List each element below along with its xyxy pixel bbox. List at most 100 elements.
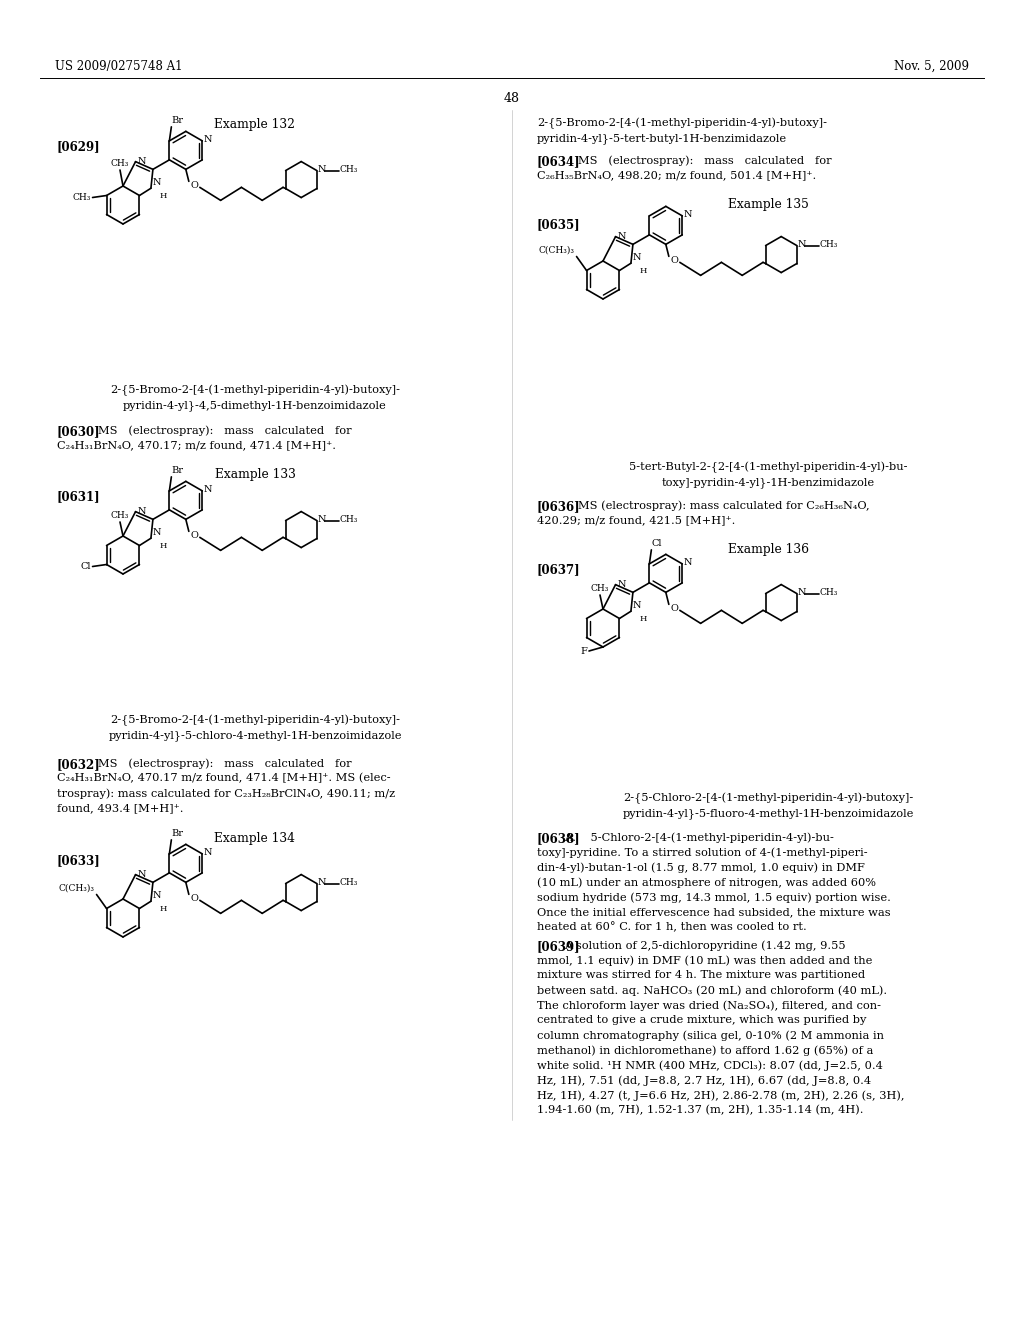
Text: CH₃: CH₃ — [111, 158, 129, 168]
Text: white solid. ¹H NMR (400 MHz, CDCl₃): 8.07 (dd, J=2.5, 0.4: white solid. ¹H NMR (400 MHz, CDCl₃): 8.… — [537, 1060, 883, 1071]
Text: pyridin-4-yl}-5-chloro-4-methyl-1H-benzoimidazole: pyridin-4-yl}-5-chloro-4-methyl-1H-benzo… — [109, 730, 401, 741]
Text: 1.94-1.60 (m, 7H), 1.52-1.37 (m, 2H), 1.35-1.14 (m, 4H).: 1.94-1.60 (m, 7H), 1.52-1.37 (m, 2H), 1.… — [537, 1105, 863, 1115]
Text: Br: Br — [171, 116, 183, 125]
Text: N: N — [683, 558, 692, 568]
Text: 420.29; m/z found, 421.5 [M+H]⁺.: 420.29; m/z found, 421.5 [M+H]⁺. — [537, 515, 735, 525]
Text: [0630]: [0630] — [57, 425, 100, 438]
Text: N: N — [137, 870, 146, 879]
Text: N: N — [153, 528, 162, 537]
Text: Br: Br — [171, 829, 183, 838]
Text: H: H — [160, 543, 167, 550]
Text: N: N — [617, 579, 626, 589]
Text: [0637]: [0637] — [537, 564, 581, 576]
Text: toxy]-pyridin-4-yl}-1H-benzimidazole: toxy]-pyridin-4-yl}-1H-benzimidazole — [662, 477, 874, 488]
Text: mmol, 1.1 equiv) in DMF (10 mL) was then added and the: mmol, 1.1 equiv) in DMF (10 mL) was then… — [537, 954, 872, 965]
Text: MS   (electrospray):   mass   calculated   for: MS (electrospray): mass calculated for — [578, 154, 831, 165]
Text: A solution of 2,5-dichloropyridine (1.42 mg, 9.55: A solution of 2,5-dichloropyridine (1.42… — [564, 940, 846, 950]
Text: O: O — [190, 181, 199, 190]
Text: N: N — [137, 157, 146, 166]
Text: Hz, 1H), 4.27 (t, J=6.6 Hz, 2H), 2.86-2.78 (m, 2H), 2.26 (s, 3H),: Hz, 1H), 4.27 (t, J=6.6 Hz, 2H), 2.86-2.… — [537, 1090, 904, 1101]
Text: CH₃: CH₃ — [591, 583, 609, 593]
Text: mixture was stirred for 4 h. The mixture was partitioned: mixture was stirred for 4 h. The mixture… — [537, 970, 865, 979]
Text: 2-{5-Bromo-2-[4-(1-methyl-piperidin-4-yl)-butoxy]-: 2-{5-Bromo-2-[4-(1-methyl-piperidin-4-yl… — [110, 715, 400, 726]
Text: N: N — [633, 253, 641, 263]
Text: sodium hydride (573 mg, 14.3 mmol, 1.5 equiv) portion wise.: sodium hydride (573 mg, 14.3 mmol, 1.5 e… — [537, 892, 891, 903]
Text: H: H — [160, 193, 167, 201]
Text: C₂₆H₃₅BrN₄O, 498.20; m/z found, 501.4 [M+H]⁺.: C₂₆H₃₅BrN₄O, 498.20; m/z found, 501.4 [M… — [537, 170, 816, 180]
Text: toxy]-pyridine. To a stirred solution of 4-(1-methyl-piperi-: toxy]-pyridine. To a stirred solution of… — [537, 847, 867, 858]
Text: O: O — [671, 603, 679, 612]
Text: H: H — [160, 906, 167, 913]
Text: Br: Br — [171, 466, 183, 475]
Text: N: N — [798, 240, 806, 249]
Text: [0629]: [0629] — [57, 140, 100, 153]
Text: H: H — [640, 267, 647, 276]
Text: N: N — [137, 507, 146, 516]
Text: O: O — [190, 531, 199, 540]
Text: Hz, 1H), 7.51 (dd, J=8.8, 2.7 Hz, 1H), 6.67 (dd, J=8.8, 0.4: Hz, 1H), 7.51 (dd, J=8.8, 2.7 Hz, 1H), 6… — [537, 1074, 871, 1085]
Text: C₂₄H₃₁BrN₄O, 470.17 m/z found, 471.4 [M+H]⁺. MS (elec-: C₂₄H₃₁BrN₄O, 470.17 m/z found, 471.4 [M+… — [57, 774, 390, 783]
Text: CH₃: CH₃ — [72, 193, 90, 202]
Text: N: N — [617, 232, 626, 242]
Text: Example 132: Example 132 — [214, 117, 296, 131]
Text: between satd. aq. NaHCO₃ (20 mL) and chloroform (40 mL).: between satd. aq. NaHCO₃ (20 mL) and chl… — [537, 985, 887, 995]
Text: Once the initial effervescence had subsided, the mixture was: Once the initial effervescence had subsi… — [537, 907, 891, 917]
Text: methanol) in dichloromethane) to afford 1.62 g (65%) of a: methanol) in dichloromethane) to afford … — [537, 1045, 873, 1056]
Text: [0634]: [0634] — [537, 154, 581, 168]
Text: Cl: Cl — [80, 562, 90, 572]
Text: CH₃: CH₃ — [820, 240, 839, 249]
Text: 2-{5-Bromo-2-[4-(1-methyl-piperidin-4-yl)-butoxy]-: 2-{5-Bromo-2-[4-(1-methyl-piperidin-4-yl… — [537, 117, 827, 129]
Text: N: N — [204, 486, 212, 495]
Text: [0638]: [0638] — [537, 832, 581, 845]
Text: O: O — [190, 894, 199, 903]
Text: heated at 60° C. for 1 h, then was cooled to rt.: heated at 60° C. for 1 h, then was coole… — [537, 921, 807, 933]
Text: CH₃: CH₃ — [340, 165, 358, 174]
Text: Example 134: Example 134 — [214, 832, 296, 845]
Text: Example 133: Example 133 — [215, 469, 296, 480]
Text: din-4-yl)-butan-1-ol (1.5 g, 8.77 mmol, 1.0 equiv) in DMF: din-4-yl)-butan-1-ol (1.5 g, 8.77 mmol, … — [537, 862, 865, 873]
Text: N: N — [317, 515, 327, 524]
Text: A.    5-Chloro-2-[4-(1-methyl-piperidin-4-yl)-bu-: A. 5-Chloro-2-[4-(1-methyl-piperidin-4-y… — [564, 832, 834, 842]
Text: N: N — [204, 136, 212, 144]
Text: Nov. 5, 2009: Nov. 5, 2009 — [894, 59, 969, 73]
Text: [0633]: [0633] — [57, 854, 100, 867]
Text: F: F — [581, 647, 587, 656]
Text: C₂₄H₃₁BrN₄O, 470.17; m/z found, 471.4 [M+H]⁺.: C₂₄H₃₁BrN₄O, 470.17; m/z found, 471.4 [M… — [57, 440, 336, 450]
Text: [0631]: [0631] — [57, 490, 100, 503]
Text: column chromatography (silica gel, 0-10% (2 M ammonia in: column chromatography (silica gel, 0-10%… — [537, 1030, 884, 1040]
Text: N: N — [153, 891, 162, 900]
Text: MS   (electrospray):   mass   calculated   for: MS (electrospray): mass calculated for — [98, 758, 351, 768]
Text: US 2009/0275748 A1: US 2009/0275748 A1 — [55, 59, 182, 73]
Text: C(CH₃)₃: C(CH₃)₃ — [58, 883, 94, 892]
Text: N: N — [317, 165, 327, 174]
Text: 5-tert-Butyl-2-{2-[4-(1-methyl-piperidin-4-yl)-bu-: 5-tert-Butyl-2-{2-[4-(1-methyl-piperidin… — [629, 462, 907, 474]
Text: CH₃: CH₃ — [111, 511, 129, 520]
Text: H: H — [640, 615, 647, 623]
Text: pyridin-4-yl}-5-fluoro-4-methyl-1H-benzoimidazole: pyridin-4-yl}-5-fluoro-4-methyl-1H-benzo… — [623, 808, 913, 818]
Text: (10 mL) under an atmosphere of nitrogen, was added 60%: (10 mL) under an atmosphere of nitrogen,… — [537, 876, 876, 887]
Text: N: N — [683, 210, 692, 219]
Text: Cl: Cl — [651, 539, 662, 548]
Text: N: N — [204, 849, 212, 858]
Text: C(CH₃)₃: C(CH₃)₃ — [539, 246, 574, 255]
Text: [0636]: [0636] — [537, 500, 581, 513]
Text: [0635]: [0635] — [537, 218, 581, 231]
Text: CH₃: CH₃ — [340, 878, 358, 887]
Text: trospray): mass calculated for C₂₃H₂₈BrClN₄O, 490.11; m/z: trospray): mass calculated for C₂₃H₂₈BrC… — [57, 788, 395, 799]
Text: [0632]: [0632] — [57, 758, 100, 771]
Text: N: N — [153, 178, 162, 187]
Text: N: N — [317, 878, 327, 887]
Text: Example 135: Example 135 — [728, 198, 808, 211]
Text: O: O — [671, 256, 679, 265]
Text: MS   (electrospray):   mass   calculated   for: MS (electrospray): mass calculated for — [98, 425, 351, 436]
Text: [0639]: [0639] — [537, 940, 581, 953]
Text: 48: 48 — [504, 92, 520, 106]
Text: CH₃: CH₃ — [820, 587, 839, 597]
Text: N: N — [798, 587, 806, 597]
Text: found, 493.4 [M+H]⁺.: found, 493.4 [M+H]⁺. — [57, 803, 183, 813]
Text: centrated to give a crude mixture, which was purified by: centrated to give a crude mixture, which… — [537, 1015, 866, 1026]
Text: N: N — [633, 601, 641, 610]
Text: 2-{5-Chloro-2-[4-(1-methyl-piperidin-4-yl)-butoxy]-: 2-{5-Chloro-2-[4-(1-methyl-piperidin-4-y… — [623, 793, 913, 804]
Text: Example 136: Example 136 — [727, 543, 809, 556]
Text: The chloroform layer was dried (Na₂SO₄), filtered, and con-: The chloroform layer was dried (Na₂SO₄),… — [537, 1001, 881, 1011]
